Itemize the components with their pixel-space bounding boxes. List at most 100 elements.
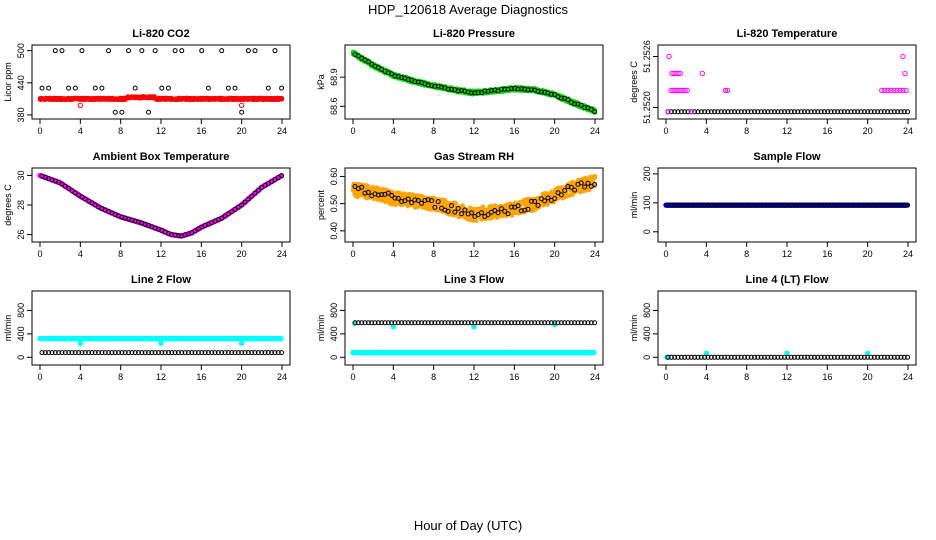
y-tick-label: 500 (16, 43, 26, 58)
data-point (865, 202, 871, 208)
x-tick-label: 20 (237, 249, 247, 259)
y-tick-label: 51.2526 (642, 40, 652, 73)
data-point (728, 202, 734, 208)
y-tick-label: 0 (16, 355, 26, 360)
data-point (429, 320, 435, 326)
data-point (572, 101, 578, 107)
data-point (888, 87, 894, 94)
data-point (512, 320, 518, 326)
panel-title: Li-820 Pressure (433, 28, 515, 40)
data-point (848, 354, 854, 360)
data-point (788, 109, 794, 115)
data-point (471, 218, 476, 223)
data-point (465, 89, 471, 95)
data-point (265, 350, 271, 356)
x-tick-label: 12 (156, 126, 166, 136)
data-point (415, 79, 421, 85)
data-point (77, 102, 84, 108)
x-tick-label: 12 (156, 372, 166, 382)
data-point (179, 350, 185, 356)
y-axis-label: degrees C (3, 184, 13, 226)
panel-title: Gas Stream RH (434, 151, 514, 163)
data-point (565, 97, 571, 103)
data-point (768, 109, 774, 115)
data-point (458, 211, 464, 217)
data-point (62, 350, 68, 356)
data-point (781, 109, 787, 115)
data-point (901, 109, 907, 115)
data-point (821, 109, 827, 115)
data-point (865, 354, 871, 360)
data-point (712, 109, 718, 115)
data-point (72, 350, 78, 356)
data-point (901, 202, 907, 208)
data-point (518, 320, 524, 326)
x-tick-label: 0 (663, 372, 668, 382)
data-point (888, 354, 894, 360)
data-point (785, 202, 791, 208)
data-point (142, 350, 148, 356)
data-point (552, 195, 558, 201)
data-point (515, 203, 521, 209)
x-tick-label: 8 (118, 249, 123, 259)
data-point (848, 109, 854, 115)
data-point (471, 324, 477, 330)
data-point (249, 193, 255, 199)
data-point (878, 202, 884, 208)
data-point (69, 188, 75, 194)
data-point (712, 354, 718, 360)
data-point (698, 202, 704, 208)
data-point (46, 85, 52, 91)
data-point (102, 350, 108, 356)
data-point (858, 202, 864, 208)
panel-title: Line 3 Flow (444, 274, 504, 286)
x-tick-label: 24 (903, 372, 913, 382)
data-point (885, 109, 891, 115)
y-tick-label: 440 (16, 75, 26, 90)
data-point (458, 88, 464, 94)
data-point (678, 354, 684, 360)
data-point (389, 192, 395, 198)
data-point (239, 202, 245, 208)
data-point (885, 87, 891, 94)
data-point (372, 320, 378, 326)
x-tick-label: 8 (431, 126, 436, 136)
data-point (668, 109, 674, 115)
data-point (279, 350, 285, 356)
data-point (239, 350, 245, 356)
data-point (158, 340, 164, 346)
x-tick-label: 12 (782, 126, 792, 136)
data-point (66, 350, 72, 356)
data-point (172, 48, 178, 54)
data-point (375, 192, 381, 198)
data-point (845, 354, 851, 360)
data-point (825, 202, 831, 208)
data-point (591, 349, 597, 356)
x-tick-label: 4 (391, 372, 396, 382)
data-point (722, 354, 728, 360)
data-point (738, 202, 744, 208)
data-point (512, 85, 518, 91)
data-point (429, 198, 435, 204)
data-point (106, 48, 112, 54)
data-point (365, 59, 371, 65)
data-point (275, 350, 281, 356)
data-point (891, 354, 897, 360)
data-point (805, 202, 811, 208)
data-point (189, 350, 195, 356)
data-point (868, 109, 874, 115)
data-point (835, 109, 841, 115)
plot-frame (657, 44, 917, 120)
plot-area (37, 48, 285, 115)
data-point (172, 232, 178, 238)
data-point (828, 109, 834, 115)
data-point (222, 350, 228, 356)
data-point (485, 320, 491, 326)
data-point (379, 320, 385, 326)
data-point (675, 354, 681, 360)
data-point (684, 87, 690, 94)
x-tick-label: 16 (822, 126, 832, 136)
data-point (169, 232, 175, 238)
data-point (755, 109, 761, 115)
data-point (675, 70, 681, 77)
